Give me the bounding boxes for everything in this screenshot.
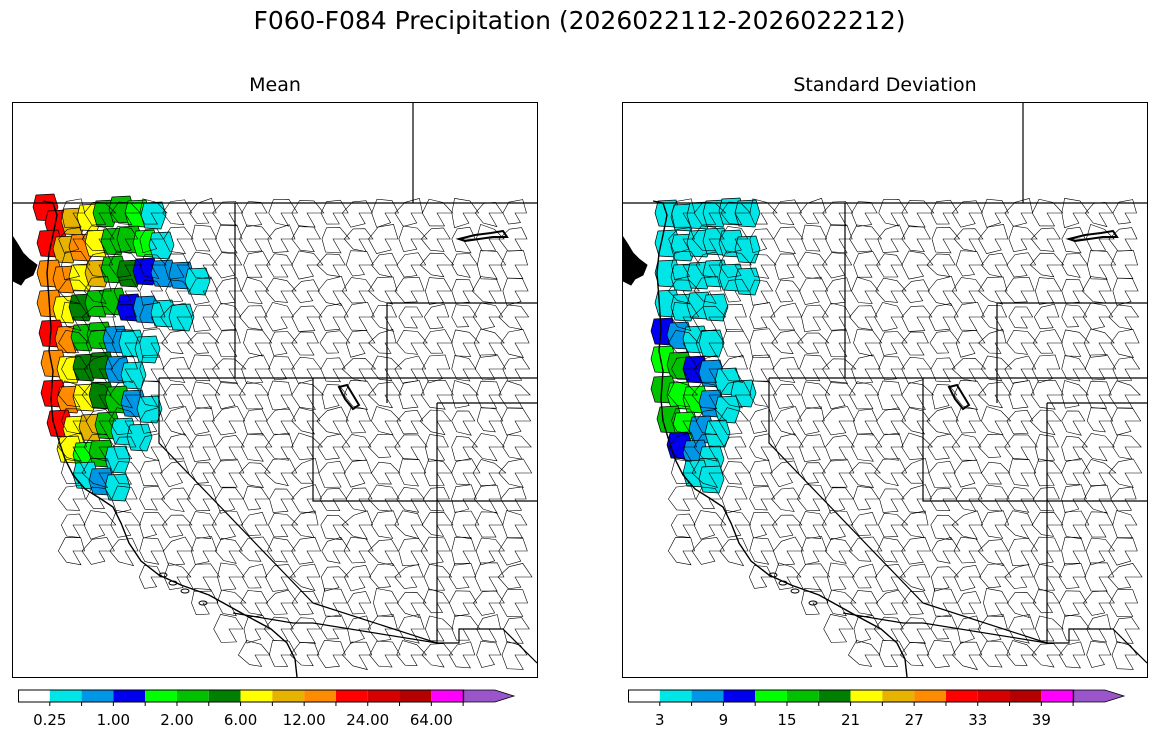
colorbar-mean (18, 689, 516, 706)
basin-cell (734, 235, 761, 264)
colorbar-tick-label: 64.00 (409, 711, 453, 729)
great-salt-lake (947, 383, 971, 411)
puget-sound (13, 236, 38, 286)
state-borders (13, 103, 537, 664)
colorbar-tick-label: 24.00 (346, 711, 390, 729)
precip-basins (650, 197, 761, 494)
island (198, 600, 208, 606)
colorbar-swatch (628, 690, 660, 702)
colorbar-tick-label: 1.00 (96, 711, 131, 729)
colorbar-swatch (914, 690, 946, 702)
puget-sound (623, 236, 648, 286)
colorbar-swatch (18, 690, 50, 702)
colorbar-stddev (628, 689, 1126, 706)
great-salt-lake (337, 383, 361, 411)
basin-cell (104, 473, 131, 502)
colorbar-tick-label: 9 (718, 711, 729, 729)
coastline (652, 200, 908, 677)
island (168, 580, 178, 586)
colorbar-tick-label: 3 (655, 711, 665, 729)
map-stddev (622, 102, 1148, 678)
basin-cell (150, 259, 177, 288)
colorbar-swatch (786, 690, 819, 702)
panel-title-mean: Mean (249, 74, 301, 96)
colorbar-tick-label: 27 (904, 711, 924, 729)
panel-title-stddev: Standard Deviation (793, 74, 977, 96)
colorbar-tick-label: 39 (1031, 711, 1051, 729)
colorbar-swatch (335, 690, 368, 702)
colorbar-swatch (691, 690, 724, 702)
colorbar-tick-label: 6.00 (223, 711, 258, 729)
state-borders (623, 103, 1147, 664)
colorbar-swatch (1072, 689, 1126, 703)
colorbar-tick-label: 15 (777, 711, 797, 729)
colorbar-tick-label: 2.00 (160, 711, 194, 729)
island (808, 600, 818, 606)
colorbar-swatch (176, 690, 209, 702)
basin-cell (698, 465, 725, 494)
basin-cell (134, 335, 161, 364)
colorbar-swatch (755, 690, 787, 702)
island (778, 580, 788, 586)
colorbar-tick-label: 0.25 (33, 711, 67, 729)
colorbar-swatch (723, 690, 756, 702)
colorbar-swatch (1041, 690, 1074, 702)
colorbar-swatch (945, 690, 978, 702)
lake-feature (455, 229, 509, 243)
basin-cell (140, 201, 167, 230)
basin-cell (168, 303, 195, 332)
colorbar-swatch (1009, 690, 1042, 702)
coastline (42, 200, 298, 677)
colorbar-swatch (81, 690, 114, 702)
colorbar-swatch (304, 690, 336, 702)
precip-basins (32, 193, 211, 502)
basin-cell (698, 329, 725, 358)
colorbar-tick-label: 21 (841, 711, 861, 729)
colorbar-swatch (977, 690, 1010, 702)
basin-outlines (57, 197, 533, 671)
colorbar-swatch (850, 690, 883, 702)
island (158, 572, 168, 578)
colorbar-swatch (659, 690, 692, 702)
island (180, 588, 190, 594)
colorbar-swatch (49, 690, 82, 702)
colorbar-swatch (882, 690, 915, 702)
colorbar-swatch (113, 690, 146, 702)
basin-cell (734, 199, 761, 228)
figure-title: F060-F084 Precipitation (2026022112-2026… (253, 6, 906, 35)
colorbar-swatch (145, 690, 177, 702)
colorbar-swatch (462, 689, 516, 703)
island (768, 572, 778, 578)
basin-cell (714, 395, 741, 424)
lake-feature (1065, 229, 1119, 243)
colorbar-swatch (367, 690, 400, 702)
colorbar-swatch (272, 690, 305, 702)
map-mean (12, 102, 538, 678)
colorbar-swatch (208, 690, 241, 702)
colorbar-tick-label: 12.00 (282, 711, 326, 729)
colorbar-swatch (431, 690, 464, 702)
colorbar-swatch (399, 690, 432, 702)
colorbar-swatch (240, 690, 273, 702)
island (790, 588, 800, 594)
colorbar-tick-label: 33 (968, 711, 988, 729)
colorbar-swatch (818, 690, 851, 702)
